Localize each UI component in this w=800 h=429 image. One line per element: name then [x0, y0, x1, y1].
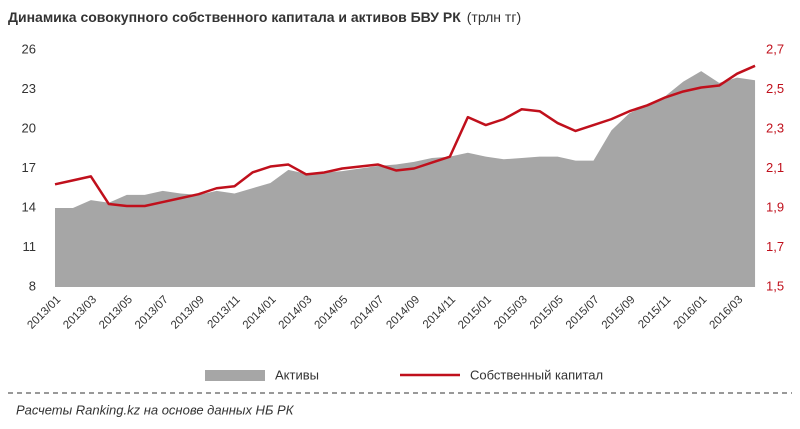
legend-item: Собственный капитал: [400, 367, 603, 382]
y-tick-label: 11: [23, 239, 37, 254]
x-tick-label: 2014/07: [348, 294, 386, 332]
x-tick-label: 2013/01: [25, 294, 63, 332]
area: [55, 71, 756, 287]
x-tick-label: 2013/05: [97, 294, 135, 332]
legend-item: Активы: [205, 367, 319, 382]
x-tick-label: 2013/07: [133, 294, 171, 332]
line: [54, 64, 756, 208]
x-tick-label: 2015/03: [492, 294, 530, 332]
y2-tick-label: 1,5: [766, 278, 784, 293]
x-tick-label: 2013/11: [205, 294, 242, 331]
chart-title: Динамика совокупного собственного капита…: [8, 9, 461, 25]
x-tick-label: 2014/09: [384, 294, 422, 332]
y2-tick-label: 2,3: [766, 120, 784, 135]
y-tick-label: 17: [22, 160, 36, 175]
x-tick-label: 2013/03: [61, 294, 99, 332]
chart-title-group: Динамика совокупного собственного капита…: [8, 9, 521, 25]
y-tick-label: 8: [29, 278, 36, 293]
x-tick-label: 2014/03: [277, 294, 315, 332]
legend-label: Собственный капитал: [470, 367, 603, 382]
y2-tick-label: 2,5: [766, 81, 784, 96]
x-tick-label: 2015/09: [600, 294, 638, 332]
legend-label: Активы: [275, 367, 319, 382]
y2-tick-label: 2,1: [766, 160, 784, 175]
x-tick-label: 2015/01: [456, 294, 494, 332]
x-tick-label: 2014/01: [241, 294, 279, 332]
y-tick-label: 14: [22, 199, 36, 214]
x-tick-label: 2014/05: [313, 294, 351, 332]
y2-tick-label: 2,7: [766, 41, 784, 56]
y-tick-label: 20: [22, 120, 36, 135]
x-tick-label: 2013/09: [169, 294, 207, 332]
source-note: Расчеты Ranking.kz на основе данных НБ Р…: [16, 402, 295, 417]
chart-subtitle: (трлн тг): [467, 9, 521, 25]
x-tick-label: 2016/03: [707, 294, 745, 332]
x-tick-label: 2014/11: [421, 294, 458, 331]
x-tick-label: 2015/05: [528, 294, 566, 332]
x-tick-label: 2015/07: [564, 294, 602, 332]
y2-tick-label: 1,9: [766, 199, 784, 214]
y-tick-label: 26: [22, 41, 36, 56]
legend-swatch: [205, 370, 265, 381]
y-tick-label: 23: [22, 81, 36, 96]
x-tick-label: 2015/11: [636, 294, 673, 331]
y2-tick-label: 1,7: [766, 239, 784, 254]
x-tick-label: 2016/01: [672, 294, 710, 332]
